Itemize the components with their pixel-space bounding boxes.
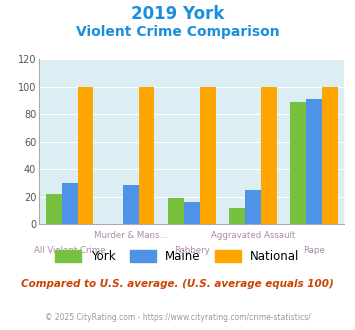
Bar — [184, 202, 200, 224]
Text: 2019 York: 2019 York — [131, 5, 224, 23]
Bar — [77, 87, 93, 224]
Bar — [168, 198, 184, 224]
Legend: York, Maine, National: York, Maine, National — [51, 245, 304, 268]
Text: All Violent Crime: All Violent Crime — [34, 246, 105, 255]
Bar — [200, 87, 215, 224]
Bar — [46, 194, 62, 224]
Text: Violent Crime Comparison: Violent Crime Comparison — [76, 25, 279, 39]
Bar — [229, 208, 245, 224]
Bar — [123, 184, 138, 224]
Bar — [138, 87, 154, 224]
Bar — [322, 87, 338, 224]
Text: © 2025 CityRating.com - https://www.cityrating.com/crime-statistics/: © 2025 CityRating.com - https://www.city… — [45, 314, 310, 322]
Bar — [306, 99, 322, 224]
Text: Compared to U.S. average. (U.S. average equals 100): Compared to U.S. average. (U.S. average … — [21, 279, 334, 289]
Bar — [62, 183, 77, 224]
Text: Aggravated Assault: Aggravated Assault — [211, 231, 295, 240]
Bar — [261, 87, 277, 224]
Text: Murder & Mans...: Murder & Mans... — [94, 231, 168, 240]
Bar — [290, 102, 306, 224]
Text: Robbery: Robbery — [174, 246, 210, 255]
Bar — [245, 190, 261, 224]
Text: Rape: Rape — [303, 246, 325, 255]
